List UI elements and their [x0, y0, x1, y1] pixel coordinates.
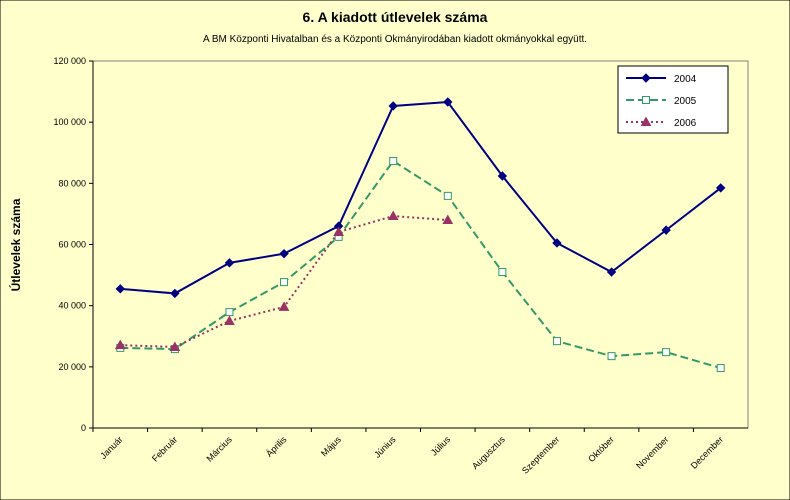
data-point [389, 157, 398, 166]
data-point [114, 339, 126, 350]
data-point [169, 341, 181, 351]
data-point [716, 364, 725, 373]
data-point [552, 238, 562, 248]
y-tick-label: 100 000 [53, 117, 86, 127]
data-point [442, 214, 454, 225]
chart-title: 6. A kiadott útlevelek száma [303, 9, 488, 25]
y-tick-label: 20 000 [58, 362, 86, 372]
series-line [120, 100, 722, 295]
data-point [115, 284, 125, 294]
legend-box [617, 65, 729, 134]
data-point [224, 258, 235, 268]
data-point [170, 288, 180, 299]
y-tick-label: 80 000 [58, 178, 86, 188]
y-tick-label: 60 000 [58, 240, 86, 250]
legend-marker [640, 116, 652, 126]
data-point [607, 352, 616, 361]
data-point [661, 225, 671, 235]
legend-label: 2006 [674, 118, 697, 129]
y-tick-label: 40 000 [58, 301, 86, 311]
chart-subtitle: A BM Központi Hivatalban és a Központi O… [203, 34, 587, 45]
data-point [224, 315, 235, 325]
data-point [662, 348, 671, 357]
data-point [498, 268, 507, 277]
data-point [388, 101, 398, 111]
legend-label: 2005 [674, 96, 697, 107]
data-point [443, 97, 453, 107]
data-point [278, 301, 290, 311]
data-point [716, 183, 726, 193]
legend-marker [641, 73, 651, 83]
data-point [497, 171, 508, 181]
y-tick-label: 120 000 [53, 56, 86, 66]
y-axis-label: Útlevelek száma [8, 198, 23, 291]
data-point [443, 191, 452, 200]
data-point [225, 308, 234, 317]
data-point [333, 226, 344, 236]
data-point [279, 248, 289, 259]
data-point [552, 337, 561, 346]
series-line [120, 159, 721, 370]
data-point [280, 278, 289, 287]
legend-label: 2004 [674, 74, 697, 85]
legend-marker [642, 96, 650, 104]
y-tick-label: 0 [81, 423, 86, 433]
data-point [606, 267, 617, 277]
data-point [387, 210, 399, 221]
